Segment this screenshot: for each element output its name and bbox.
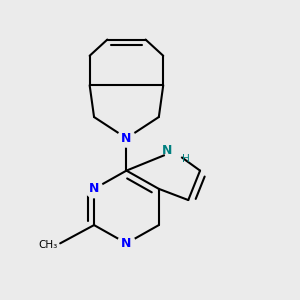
Text: N: N [121,237,132,250]
Text: H: H [182,154,190,164]
Text: N: N [162,144,172,158]
Circle shape [85,180,103,198]
Circle shape [118,129,135,147]
Circle shape [165,142,182,160]
Text: N: N [89,182,99,195]
Text: N: N [121,132,132,145]
Circle shape [118,235,135,252]
Text: CH₃: CH₃ [38,240,57,250]
